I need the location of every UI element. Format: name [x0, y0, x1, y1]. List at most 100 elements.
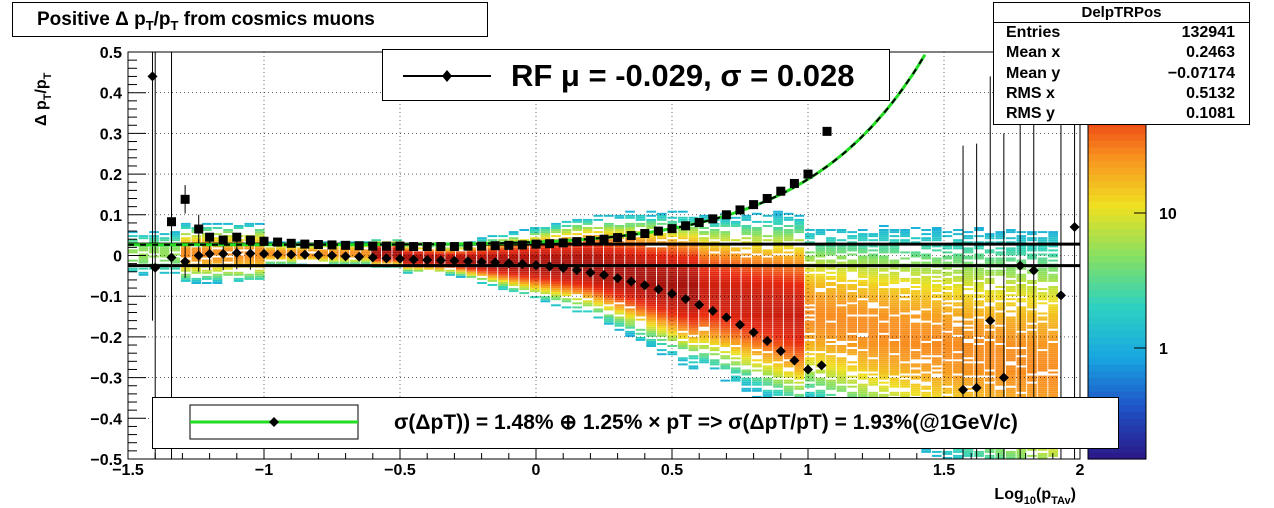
heatmap-cell — [974, 324, 984, 327]
heatmap-cell — [614, 286, 625, 288]
heatmap-cell — [625, 286, 635, 288]
heatmap-cell — [635, 259, 646, 262]
heatmap-cell — [223, 267, 233, 270]
heatmap-cell — [963, 448, 974, 451]
heatmap-cell — [709, 326, 720, 329]
heatmap-cell — [741, 381, 752, 384]
heatmap-cell — [963, 284, 974, 286]
heatmap-cell — [699, 249, 709, 252]
heatmap-cell — [561, 288, 572, 291]
heatmap-cell — [688, 318, 699, 321]
heatmap-cell — [963, 383, 974, 386]
heatmap-cell — [995, 357, 1006, 360]
heatmap-cell — [836, 334, 847, 337]
heatmap-cell — [466, 269, 477, 272]
legend-resolution: σ(ΔpT)) = 1.48% ⊕ 1.25% × pT => σ(ΔpT/pT… — [152, 397, 1119, 449]
heatmap-cell — [149, 235, 159, 238]
heatmap-cell — [1048, 367, 1058, 370]
mean-marker — [150, 262, 161, 273]
heatmap-cell — [593, 288, 604, 291]
heatmap-cell — [773, 255, 783, 258]
heatmap-cell — [551, 273, 561, 276]
heatmap-cell — [752, 308, 762, 311]
colorbar-tick-label: 1 — [1159, 341, 1168, 358]
heatmap-cell — [995, 251, 1006, 254]
heatmap-cell — [942, 383, 953, 386]
heatmap-cell — [921, 292, 931, 295]
heatmap-cell — [974, 351, 984, 354]
heatmap-cell — [1037, 261, 1048, 264]
heatmap-cell — [498, 251, 508, 254]
heatmap-cell — [889, 377, 900, 380]
heatmap-cell — [455, 257, 466, 260]
colorbar-step — [1088, 167, 1146, 175]
heatmap-cell — [561, 247, 572, 250]
heatmap-cell — [847, 328, 857, 331]
legend-fit-label: RF μ = -0.029, σ = 0.028 — [511, 58, 855, 93]
heatmap-cell — [604, 249, 614, 252]
heatmap-cell — [974, 326, 984, 329]
heatmap-cell — [868, 324, 879, 327]
rms-marker — [517, 240, 527, 250]
heatmap-cell — [889, 306, 900, 309]
heatmap-cell — [942, 357, 953, 360]
heatmap-cell — [794, 359, 805, 362]
heatmap-cell — [646, 338, 656, 341]
heatmap-cell — [614, 322, 625, 325]
heatmap-cell — [128, 235, 138, 238]
mean-profile — [147, 71, 1080, 395]
heatmap-cell — [1037, 292, 1048, 295]
heatmap-cell — [773, 218, 783, 221]
heatmap-cell — [360, 253, 371, 256]
heatmap-cell — [466, 257, 477, 260]
colorbar-step — [1088, 384, 1146, 392]
heatmap-cell — [519, 271, 530, 274]
heatmap-cell — [953, 304, 963, 307]
heatmap-cell — [730, 286, 741, 288]
heatmap-cell — [540, 284, 551, 286]
heatmap-cell — [646, 296, 656, 299]
heatmap-cell — [614, 312, 625, 315]
heatmap-cell — [805, 255, 815, 258]
heatmap-cell — [1006, 369, 1016, 372]
heatmap-cell — [1027, 353, 1037, 356]
heatmap-cell — [879, 316, 889, 319]
heatmap-cell — [836, 239, 847, 242]
colorbar-tick-labels: 110 — [1159, 206, 1177, 358]
heatmap-cell — [477, 282, 487, 284]
heatmap-cell — [667, 318, 678, 321]
heatmap-cell — [773, 300, 783, 303]
heatmap-cell — [963, 371, 974, 374]
heatmap-cell — [667, 271, 678, 274]
heatmap-cell — [159, 259, 170, 262]
heatmap-cell — [1048, 395, 1058, 398]
heatmap-cell — [762, 316, 773, 319]
heatmap-cell — [836, 322, 847, 325]
heatmap-cell — [1037, 316, 1048, 319]
heatmap-cell — [995, 393, 1006, 396]
heatmap-cell — [963, 314, 974, 317]
heatmap-cell — [783, 216, 794, 219]
heatmap-cell — [889, 304, 900, 307]
heatmap-cell — [191, 239, 202, 242]
heatmap-cell — [783, 302, 794, 305]
heatmap-cell — [551, 245, 561, 248]
heatmap-cell — [128, 239, 138, 242]
heatmap-cell — [805, 273, 815, 276]
heatmap-cell — [646, 233, 656, 236]
heatmap-cell — [1027, 363, 1037, 366]
heatmap-cell — [921, 253, 931, 256]
heatmap-cell — [678, 231, 688, 234]
heatmap-cell — [921, 332, 931, 335]
heatmap-cell — [974, 347, 984, 350]
heatmap-cell — [931, 231, 942, 234]
heatmap-cell — [477, 239, 487, 242]
heatmap-cell — [233, 261, 244, 264]
heatmap-cell — [551, 284, 561, 286]
heatmap-cell — [329, 261, 339, 264]
heatmap-cell — [582, 296, 593, 299]
heatmap-cell — [593, 286, 604, 288]
legend-resolution-label: σ(ΔpT)) = 1.48% ⊕ 1.25% × pT => σ(ΔpT/pT… — [394, 411, 1018, 434]
heatmap-cell — [455, 275, 466, 278]
heatmap-cell — [656, 282, 667, 284]
